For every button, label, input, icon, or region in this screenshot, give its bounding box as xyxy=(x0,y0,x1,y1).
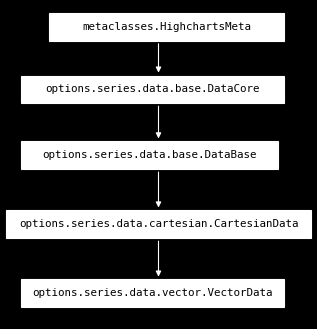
Text: options.series.data.cartesian.CartesianData: options.series.data.cartesian.CartesianD… xyxy=(19,219,298,229)
FancyBboxPatch shape xyxy=(21,279,284,307)
FancyBboxPatch shape xyxy=(21,76,284,103)
FancyBboxPatch shape xyxy=(21,141,278,169)
Text: metaclasses.HighchartsMeta: metaclasses.HighchartsMeta xyxy=(82,22,251,32)
Text: options.series.data.base.DataBase: options.series.data.base.DataBase xyxy=(42,150,257,160)
FancyBboxPatch shape xyxy=(49,13,284,41)
FancyBboxPatch shape xyxy=(6,211,311,238)
Text: options.series.data.vector.VectorData: options.series.data.vector.VectorData xyxy=(32,289,272,298)
Text: options.series.data.base.DataCore: options.series.data.base.DataCore xyxy=(45,85,259,94)
